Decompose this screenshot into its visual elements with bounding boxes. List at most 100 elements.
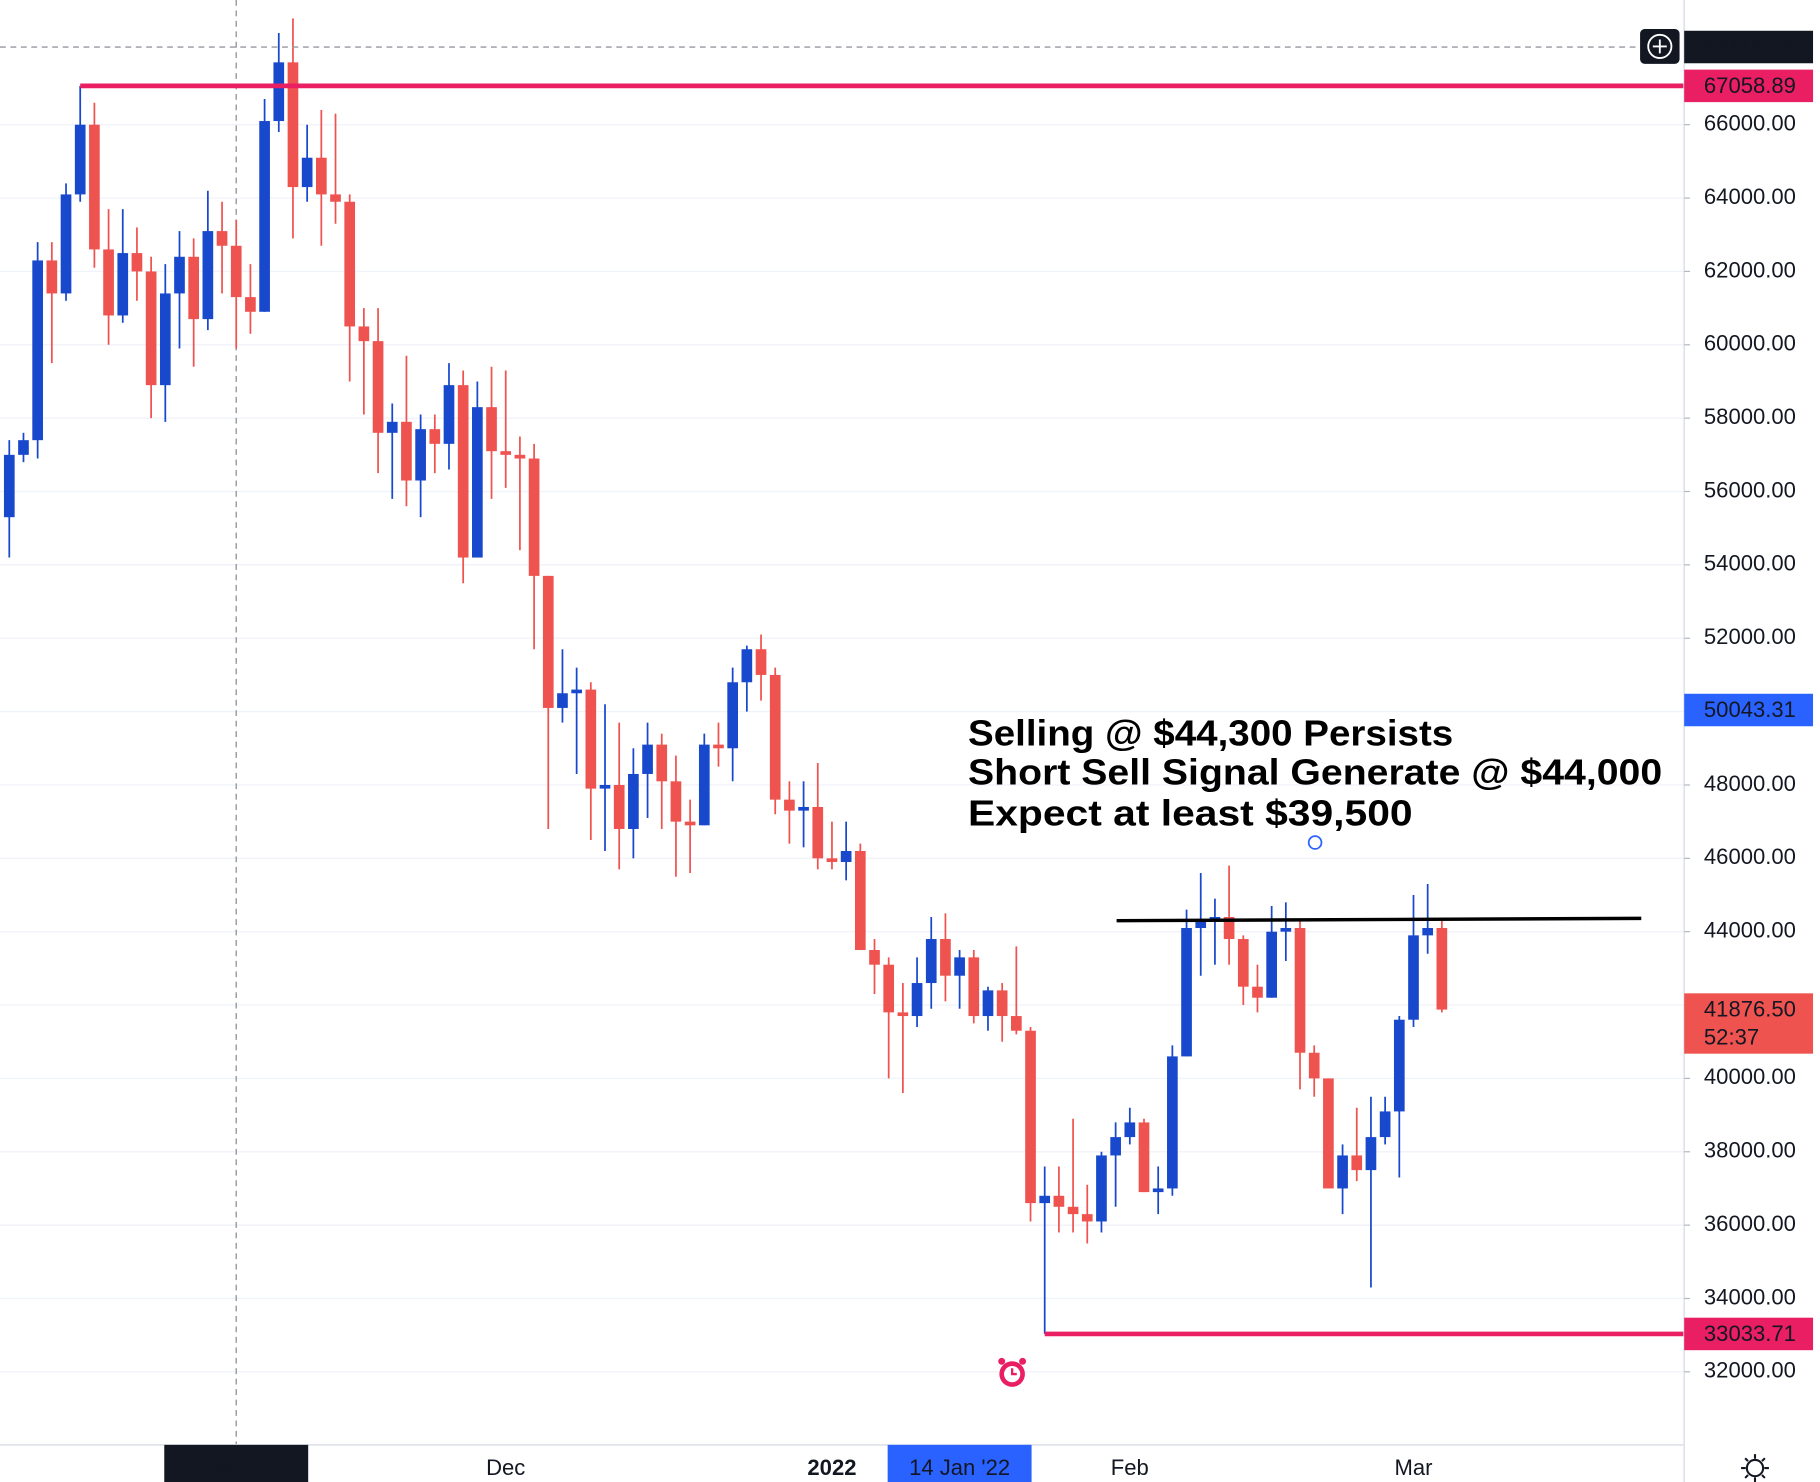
candle-body <box>911 983 923 1017</box>
candle-body <box>528 458 540 576</box>
candle-body <box>982 990 994 1017</box>
candle-body <box>457 385 469 558</box>
x-tick-label: 2022 <box>807 1455 856 1480</box>
candle-body <box>472 407 483 558</box>
x-tick-label: Mar <box>1395 1455 1433 1480</box>
candle-body <box>883 964 895 1013</box>
candle-body <box>174 256 185 294</box>
candle-body <box>670 781 682 822</box>
candle-body <box>599 784 611 789</box>
candle-body <box>500 451 512 455</box>
price-label-box <box>1684 1317 1814 1351</box>
candle-body <box>230 245 242 298</box>
price-label: 33033.71 <box>1704 1321 1796 1346</box>
candle-body <box>216 231 228 246</box>
countdown-label: 52:37 <box>1704 1024 1759 1049</box>
candle-body <box>1195 920 1207 929</box>
candle-body <box>968 957 980 1017</box>
candle-body <box>1436 928 1448 1010</box>
y-tick-label: 52000.00 <box>1704 624 1796 649</box>
trend-line <box>1116 916 1642 923</box>
candle-body <box>89 124 100 250</box>
candle-body <box>273 62 285 122</box>
candle-body <box>1096 1155 1107 1222</box>
candle-body <box>103 249 114 316</box>
candle-body <box>32 260 43 441</box>
candle-body <box>315 157 327 195</box>
candle-body <box>330 194 341 202</box>
candle-body <box>159 293 171 386</box>
candle-body <box>386 421 398 433</box>
candle-body <box>1237 939 1249 987</box>
candle-body <box>1223 917 1235 940</box>
candle-body <box>117 253 129 316</box>
price-label-box <box>1684 993 1814 1054</box>
candle-body <box>1167 1056 1178 1189</box>
candle-body <box>202 231 214 320</box>
candle-body <box>840 850 852 862</box>
candle-body <box>1067 1206 1079 1215</box>
grid <box>0 0 1685 1445</box>
candle-body <box>713 744 724 749</box>
candle-body <box>784 799 795 811</box>
candle-body <box>897 1012 909 1017</box>
candle-body <box>812 806 824 859</box>
candle-body <box>259 121 270 312</box>
crosshair-time-label: 14 Jan '22 <box>909 1455 1010 1480</box>
price-label: 50043.31 <box>1704 697 1796 722</box>
candle-body <box>1081 1214 1093 1222</box>
candle-body <box>145 271 157 386</box>
candle-body <box>684 821 696 826</box>
candle-body <box>1308 1052 1320 1079</box>
y-tick-label: 48000.00 <box>1704 771 1796 796</box>
price-label: 41876.50 <box>1704 997 1796 1022</box>
y-tick-label: 66000.00 <box>1704 111 1796 136</box>
crosshair-time-box <box>164 1444 309 1482</box>
y-tick-label: 40000.00 <box>1704 1064 1796 1089</box>
candle-body <box>1138 1122 1150 1193</box>
candle-body <box>557 693 568 708</box>
candle-body <box>1365 1137 1377 1171</box>
candle-body <box>1053 1195 1065 1207</box>
labels: 32000.00 34000.00 36000.00 38000.00 40000.00… <box>164 30 1814 1482</box>
y-tick-label: 54000.00 <box>1704 551 1796 576</box>
candle-body <box>415 429 426 481</box>
candle-body <box>571 689 582 694</box>
candle-body <box>642 744 653 774</box>
candle-body <box>443 385 455 444</box>
price-label: 67058.89 <box>1704 73 1796 98</box>
candle-body <box>74 124 86 195</box>
candle-body <box>1039 1195 1051 1204</box>
settings-icon[interactable] <box>1741 1454 1769 1482</box>
candle-body <box>698 744 710 826</box>
candle-body <box>245 297 256 312</box>
candle-body <box>1408 935 1419 1020</box>
crosshair-time-label: 04 Nov '21 <box>184 1455 289 1480</box>
annotation-line: Short Sell Signal Generate @ $44,000 <box>968 752 1662 793</box>
candle-body <box>372 341 384 433</box>
candle-body <box>18 440 29 455</box>
candle-body <box>486 407 497 452</box>
candle-body <box>996 990 1008 1017</box>
candle-body <box>1323 1078 1334 1189</box>
candle-body <box>1393 1019 1405 1112</box>
candle-body <box>585 689 597 789</box>
candle-body <box>1110 1137 1121 1156</box>
candle-body <box>769 674 781 800</box>
candle-body <box>401 421 412 481</box>
candle-body <box>741 649 753 683</box>
candle-body <box>826 858 838 862</box>
y-tick-label: 64000.00 <box>1704 184 1796 209</box>
candle-body <box>3 454 15 518</box>
candle-body <box>869 950 880 965</box>
candle-body <box>301 157 313 188</box>
anchor-dot[interactable] <box>1307 835 1323 850</box>
add-button[interactable] <box>1640 29 1680 64</box>
candle-body <box>613 784 625 829</box>
price-label-box <box>1684 69 1814 103</box>
alarm-icon[interactable] <box>998 1357 1027 1387</box>
y-tick-label: 58000.00 <box>1704 404 1796 429</box>
candle-body <box>1011 1016 1022 1031</box>
candle-body <box>1422 928 1434 936</box>
candle-body <box>1379 1111 1391 1138</box>
